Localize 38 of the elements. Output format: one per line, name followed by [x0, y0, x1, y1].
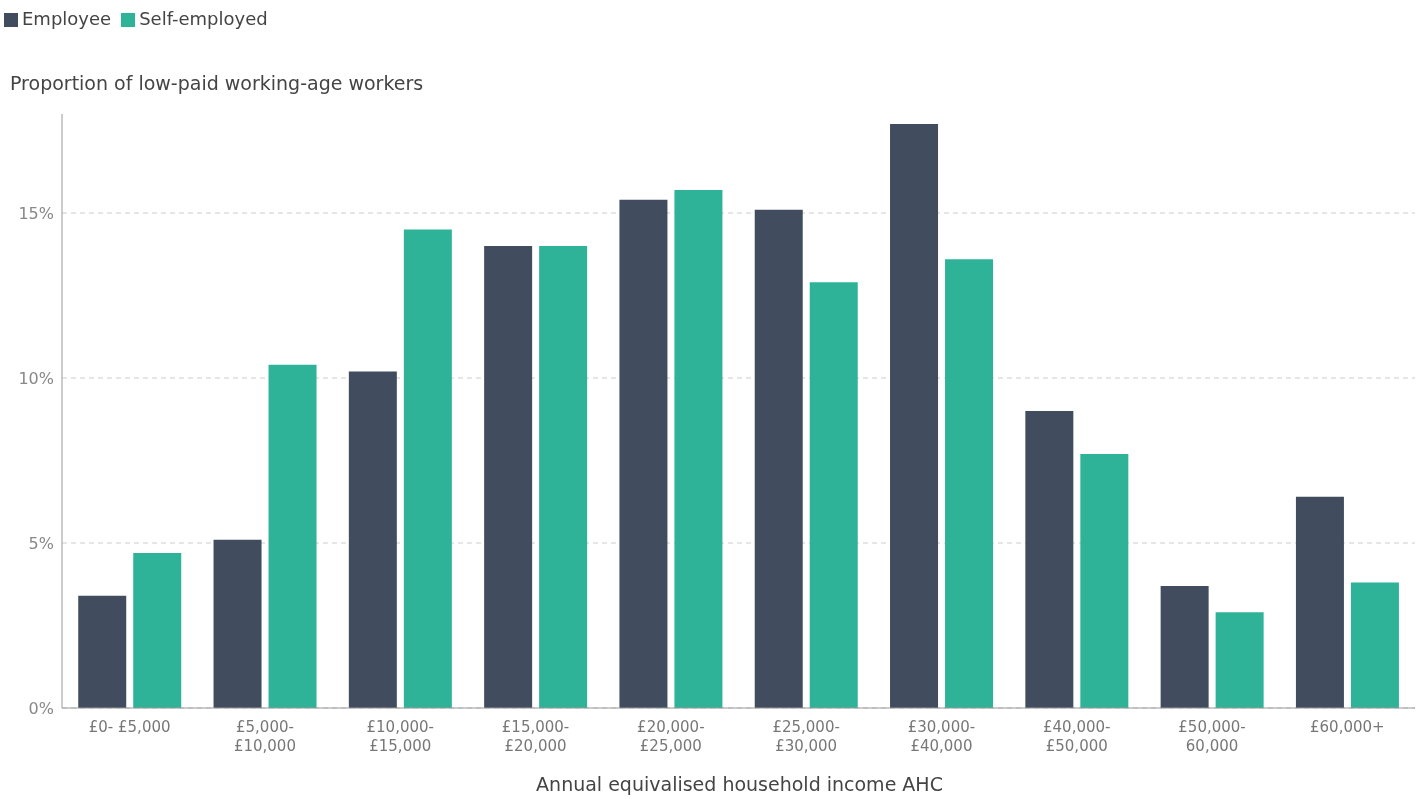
- x-tick-label: £15,000- £20,000: [501, 718, 570, 755]
- bar: [403, 229, 452, 708]
- x-tick-label: £25,000- £30,000: [772, 718, 840, 755]
- x-tick-label: £60,000+: [1310, 718, 1385, 736]
- bar: [484, 246, 533, 708]
- y-tick-label: 15%: [18, 203, 54, 223]
- legend-label: Employee: [22, 8, 112, 29]
- x-axis-title: Annual equivalised household income AHC: [535, 773, 944, 795]
- bar: [1350, 582, 1399, 708]
- x-tick-label: £40,000- £50,000: [1043, 718, 1111, 755]
- bar: [539, 246, 588, 708]
- bar: [1160, 585, 1209, 708]
- bar: [1215, 612, 1264, 708]
- bar: [348, 371, 397, 708]
- x-tick-label: £0- £5,000: [88, 718, 171, 736]
- legend-label: Self-employed: [139, 8, 268, 29]
- bar: [1295, 496, 1344, 708]
- bar: [619, 199, 668, 708]
- x-tick-label: £5,000- £10,000: [233, 718, 296, 755]
- y-tick-label: 0%: [28, 698, 54, 718]
- bar: [754, 209, 803, 708]
- y-axis-title: Proportion of low-paid working-age workers: [10, 72, 424, 94]
- x-tick-label: £50,000- 60,000: [1178, 718, 1246, 755]
- bar: [890, 123, 939, 708]
- bar: [268, 364, 317, 708]
- bar: [213, 539, 262, 708]
- bar: [674, 189, 723, 708]
- bar: [809, 282, 858, 708]
- bar: [945, 259, 994, 708]
- bar: [133, 552, 182, 708]
- bar: [78, 595, 127, 708]
- x-tick-label: £10,000- £15,000: [366, 718, 434, 755]
- y-tick-label: 10%: [18, 368, 54, 388]
- x-tick-label: £30,000- £40,000: [907, 718, 976, 755]
- bar: [1080, 453, 1129, 708]
- x-tick-label: £20,000- £25,000: [637, 718, 705, 755]
- y-tick-label: 5%: [28, 533, 54, 553]
- bar: [1025, 411, 1074, 708]
